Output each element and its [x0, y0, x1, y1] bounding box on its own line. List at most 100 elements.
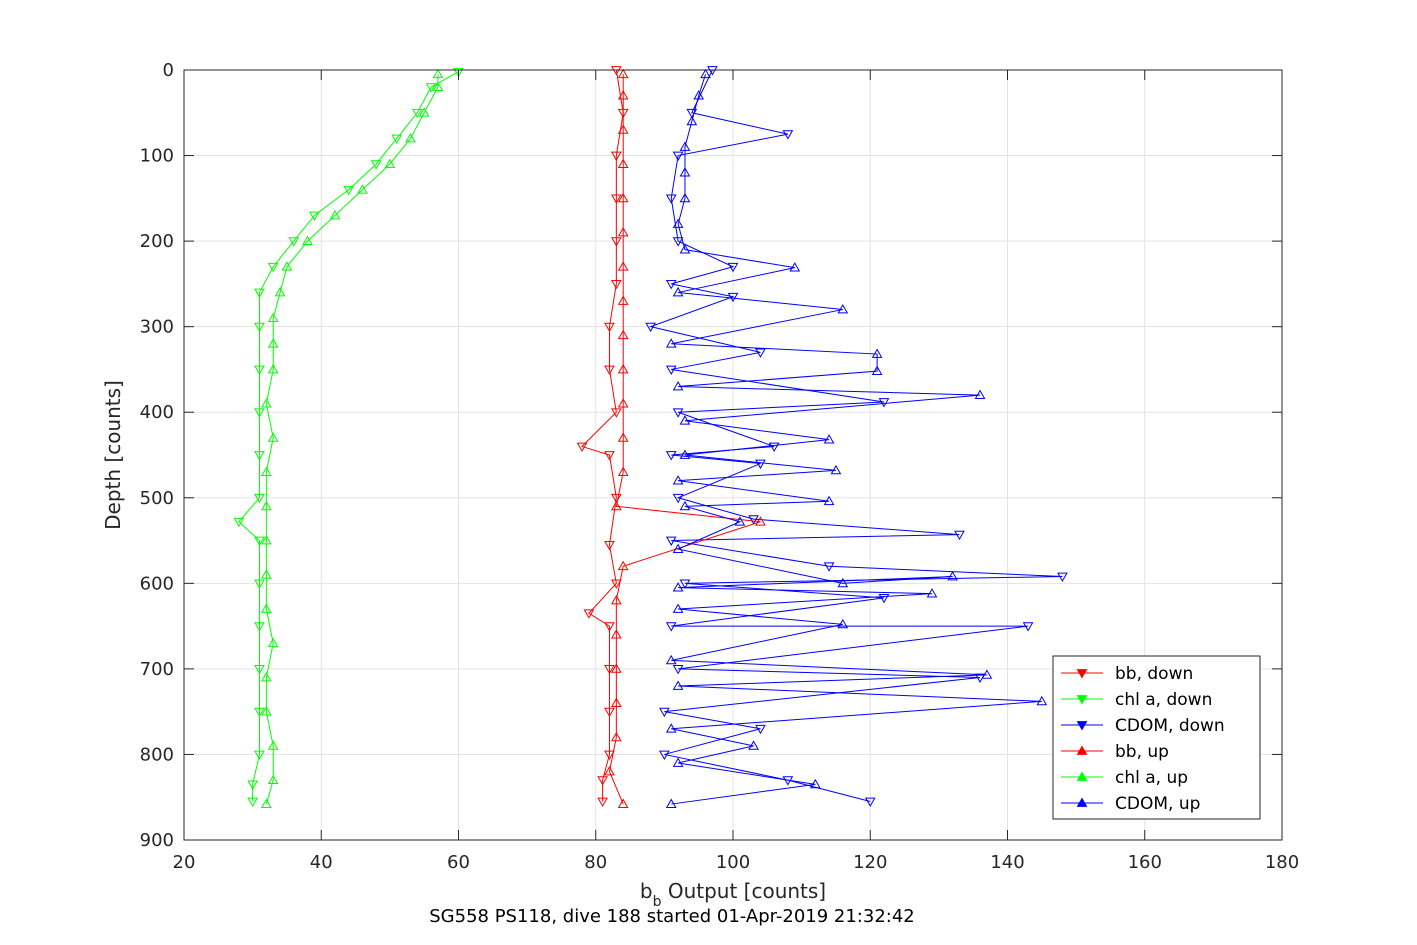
data-point	[645, 322, 657, 333]
data-point	[610, 663, 622, 673]
data-point	[748, 740, 759, 750]
data-point	[604, 365, 615, 375]
data-point	[954, 530, 965, 541]
data-point	[254, 451, 265, 461]
data-point	[604, 665, 615, 675]
data-point	[610, 697, 622, 707]
data-point	[864, 797, 876, 808]
data-point	[329, 209, 341, 220]
data-point	[260, 706, 272, 716]
legend-swatch-marker	[1076, 669, 1088, 679]
data-point	[425, 83, 437, 93]
data-point	[665, 365, 677, 375]
data-point	[679, 244, 691, 254]
x-axis-title-rest: Output [counts]	[661, 879, 826, 903]
x-tick-label: 160	[1128, 852, 1162, 873]
data-point	[672, 603, 684, 613]
data-point	[254, 536, 265, 547]
data-point	[432, 81, 444, 91]
legend-label: chl a, up	[1115, 768, 1188, 788]
data-point	[260, 398, 272, 408]
data-point	[755, 724, 766, 735]
data-point	[926, 588, 938, 598]
data-point	[254, 750, 265, 760]
data-point	[432, 68, 444, 79]
data-point	[782, 130, 794, 140]
data-point	[837, 618, 849, 629]
legend-entry: bb, down	[1061, 664, 1193, 684]
series-line	[608, 74, 761, 805]
data-point	[260, 798, 272, 808]
data-point	[604, 322, 615, 333]
data-point	[617, 192, 629, 203]
data-point	[576, 442, 588, 452]
data-point	[672, 582, 684, 592]
data-point	[727, 292, 739, 303]
data-point	[665, 338, 677, 348]
data-point	[610, 594, 622, 605]
axis-ticks: 20 40 60 80 100 120 140 160 180 0 100 200 300 400 500 6…	[140, 60, 1300, 873]
x-tick-label: 180	[1265, 852, 1299, 873]
legend-swatch-marker	[1076, 695, 1088, 705]
data-point	[254, 665, 265, 675]
y-tick-label: 900	[140, 830, 174, 851]
data-point	[617, 329, 629, 340]
data-point	[823, 434, 835, 444]
data-point	[871, 348, 883, 358]
figure-caption: SG558 PS118, dive 188 started 01-Apr-201…	[429, 906, 915, 927]
data-point	[610, 579, 622, 589]
data-point	[604, 766, 615, 776]
data-point	[617, 158, 629, 168]
data-point	[617, 261, 629, 271]
data-point	[617, 398, 629, 408]
data-point	[617, 432, 629, 442]
legend-entry: chl a, up	[1061, 768, 1188, 788]
data-point	[267, 338, 279, 348]
data-point	[672, 665, 684, 675]
data-point	[871, 365, 883, 376]
data-point	[254, 322, 265, 333]
data-point	[254, 288, 265, 298]
data-point	[981, 669, 993, 679]
data-point	[700, 68, 711, 79]
legend-swatch-marker	[1076, 797, 1088, 807]
x-tick-label: 100	[716, 852, 750, 873]
data-point	[281, 261, 293, 271]
data-point	[260, 466, 272, 476]
data-point	[583, 609, 595, 619]
data-point	[610, 237, 622, 247]
series-4	[260, 68, 444, 808]
legend-label: chl a, down	[1115, 690, 1212, 710]
y-tick-label: 600	[140, 573, 174, 594]
data-point	[665, 798, 677, 808]
legend-label: bb, down	[1115, 664, 1193, 684]
legend-swatch-marker	[1076, 721, 1088, 731]
data-point	[679, 192, 691, 203]
data-point	[707, 66, 718, 76]
data-point	[617, 68, 629, 79]
data-point	[659, 750, 670, 760]
data-point	[617, 466, 629, 476]
data-point	[267, 774, 279, 784]
data-point	[672, 757, 684, 767]
data-point	[672, 543, 684, 553]
data-point	[254, 707, 265, 718]
data-point	[597, 797, 608, 808]
data-point	[672, 151, 684, 162]
data-point	[370, 160, 382, 170]
data-point	[672, 408, 684, 418]
legend-label: bb, up	[1115, 742, 1169, 762]
data-point	[260, 671, 272, 682]
data-point	[267, 637, 279, 648]
x-tick-label: 80	[584, 852, 607, 873]
data-point	[665, 723, 677, 733]
legend-label: CDOM, up	[1115, 794, 1200, 814]
data-point	[693, 90, 705, 100]
legend-label: CDOM, down	[1115, 716, 1225, 736]
x-axis-title: bb Output [counts]	[640, 879, 826, 910]
data-point	[274, 286, 286, 297]
data-point	[679, 579, 691, 589]
data-point	[768, 442, 780, 452]
data-point	[672, 381, 684, 391]
